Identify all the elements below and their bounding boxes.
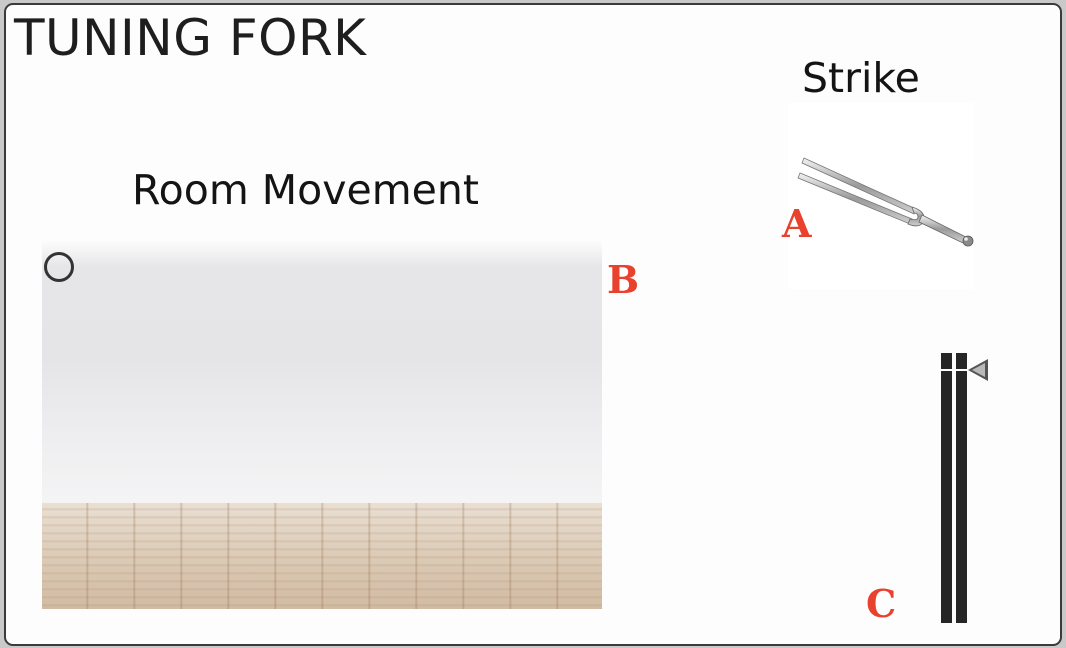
meter-bar-right [956,353,967,623]
vibration-meter [938,353,998,625]
label-b: B [607,257,640,302]
room-scene[interactable] [42,241,602,609]
tuning-fork-icon [797,157,974,247]
label-c: C [866,581,897,626]
meter-level-line [938,369,970,371]
circle-marker-icon[interactable] [44,252,74,282]
app-frame: TUNING FORK Room Movement B Strike [4,3,1062,646]
room-wall [42,241,602,503]
page-title: TUNING FORK [14,9,367,67]
meter-bar-left [941,353,952,623]
triangle-pointer-icon[interactable] [968,359,988,381]
room-floor [42,503,602,609]
room-movement-heading: Room Movement [132,166,479,214]
label-a: A [782,201,812,246]
strike-heading: Strike [802,54,920,102]
tuning-fork-strike-button[interactable] [788,103,974,289]
